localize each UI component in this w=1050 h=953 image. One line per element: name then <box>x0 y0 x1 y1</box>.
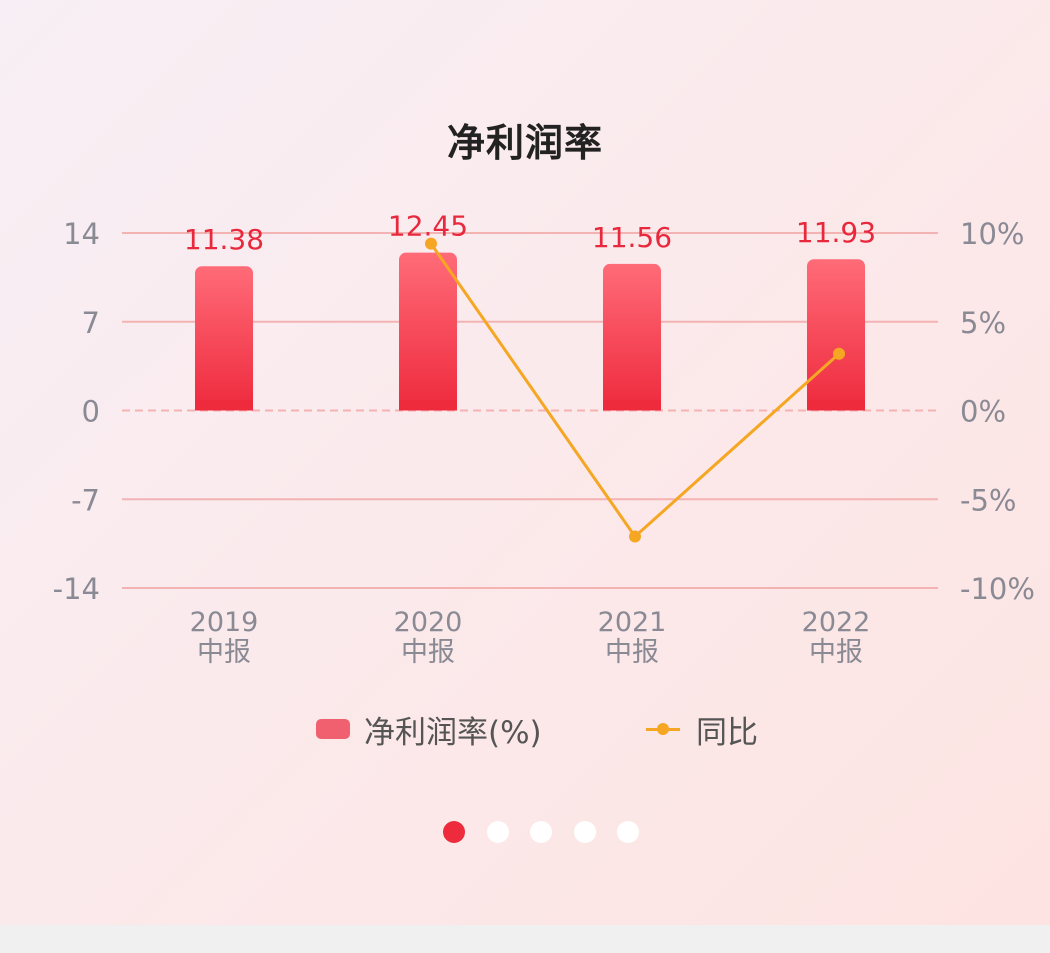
yoy-point <box>833 347 845 360</box>
legend-item-net-margin[interactable]: 净利润率(%) <box>316 702 542 756</box>
page-dot[interactable] <box>443 821 465 843</box>
bar <box>399 252 457 411</box>
y-right-tick-label: 10% <box>960 217 1024 251</box>
bar-base <box>807 400 865 411</box>
chart-card: 净利润率 14 10% 7 5% 0 0% -7 -5% -14 -10% 11.38 12.45 11… <box>0 0 1050 925</box>
legend-label-yoy: 同比 <box>696 714 758 751</box>
bar-value-label: 11.93 <box>796 216 876 249</box>
y-right-tick-label: -5% <box>960 483 1016 517</box>
legend-label-net-margin: 净利润率(%) <box>364 714 542 751</box>
x-tick-label: 2021 中报 <box>598 607 667 668</box>
bar-value-label: 11.56 <box>592 221 672 254</box>
x-tick-label: 2020 中报 <box>394 607 463 668</box>
x-tick-label: 2019 中报 <box>190 607 259 668</box>
bar-base <box>603 400 661 411</box>
page-dot[interactable] <box>530 821 552 843</box>
net-margin-chart: 14 10% 7 5% 0 0% -7 -5% -14 -10% 11.38 12.45 11.56 11… <box>53 210 1035 668</box>
page-dot[interactable] <box>486 821 509 843</box>
legend-item-yoy[interactable]: 同比 <box>646 702 758 756</box>
bar-value-label: 11.38 <box>184 223 264 256</box>
y-left-tick-label: 7 <box>82 306 100 340</box>
x-tick-label: 2022 中报 <box>802 607 871 668</box>
yoy-point <box>425 237 437 250</box>
bar <box>195 266 253 411</box>
yoy-point <box>629 530 641 543</box>
bar-value-label: 12.45 <box>388 210 468 243</box>
legend-bar-swatch <box>316 719 350 739</box>
page-indicator <box>0 821 1050 845</box>
y-right-tick-label: -10% <box>960 572 1035 606</box>
legend-line-swatch <box>646 719 680 739</box>
bar <box>603 263 661 411</box>
y-left-tick-label: 14 <box>63 217 100 251</box>
y-left-tick-label: 0 <box>82 395 100 429</box>
y-left-tick-label: -7 <box>71 483 100 517</box>
page-dot[interactable] <box>617 821 639 843</box>
y-left-tick-label: -14 <box>53 572 100 606</box>
bar-base <box>399 400 457 411</box>
bar <box>807 259 865 411</box>
y-right-tick-label: 5% <box>960 306 1006 340</box>
chart-title: 净利润率 <box>446 121 603 165</box>
y-right-tick-label: 0% <box>960 395 1006 429</box>
page-dot[interactable] <box>573 821 596 843</box>
chart-legend: 净利润率(%) 同比 <box>0 702 1050 756</box>
bar-base <box>195 400 253 411</box>
